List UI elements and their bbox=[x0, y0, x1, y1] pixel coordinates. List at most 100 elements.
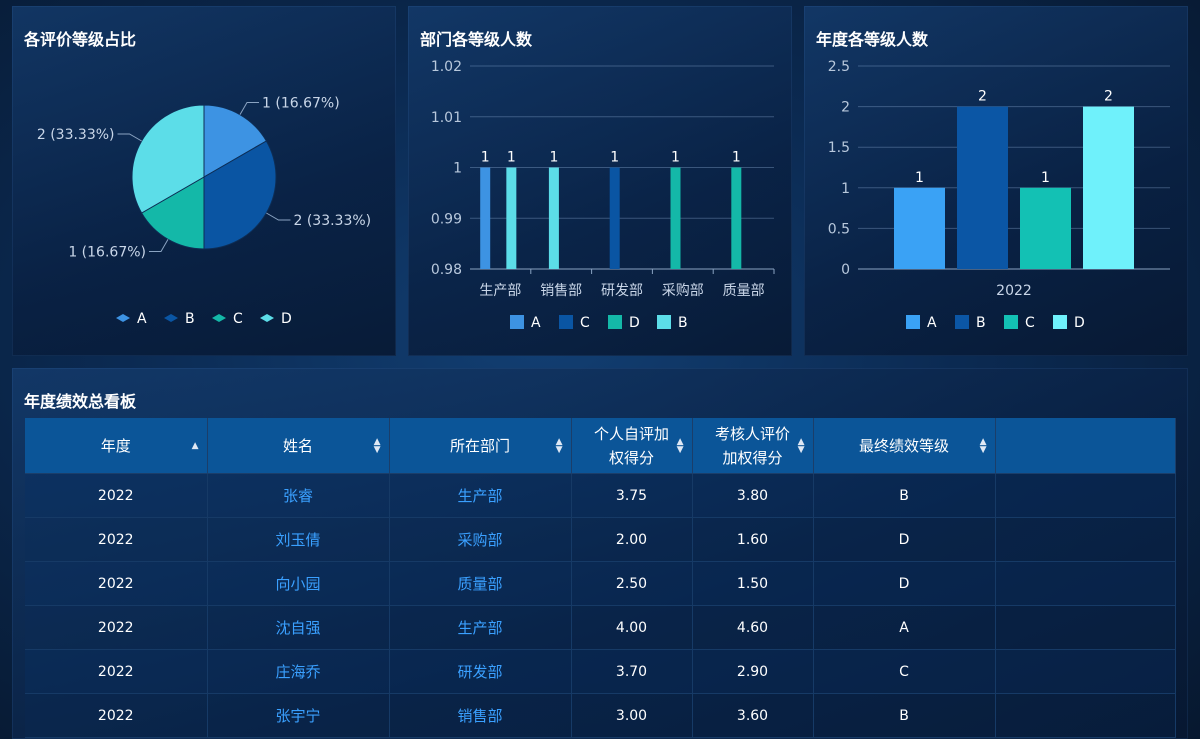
y-tick-label: 0.98 bbox=[431, 262, 462, 278]
cell-self-score: 3.00 bbox=[571, 693, 693, 738]
cell-name-link[interactable]: 沈自强 bbox=[207, 605, 390, 650]
cell-empty bbox=[995, 517, 1176, 562]
legend-marker-icon bbox=[1053, 315, 1067, 329]
cell-self-score: 3.75 bbox=[571, 473, 693, 518]
cell-empty bbox=[995, 473, 1176, 518]
legend-marker-icon bbox=[608, 315, 622, 329]
legend-label: D bbox=[629, 315, 640, 331]
bar-D bbox=[731, 167, 742, 269]
legend-marker-icon bbox=[116, 314, 130, 322]
column-header-dept[interactable]: 所在部门 ▲ ▼ bbox=[389, 418, 572, 474]
bar-data-label: 1 bbox=[1041, 170, 1050, 186]
legend-label: A bbox=[531, 315, 541, 331]
cell-review-score: 3.80 bbox=[692, 473, 814, 518]
column-header-review-score[interactable]: 考核人评价加权得分 ▲ ▼ bbox=[692, 418, 814, 474]
year-grade-panel: 年度各等级人数 0 0.5 1 1.5 2 2.5 2022 1 2 1 2 A B C D bbox=[804, 6, 1188, 356]
x-tick-label: 2022 bbox=[996, 283, 1032, 299]
bar-C bbox=[1020, 187, 1071, 269]
dept-grade-panel: 部门各等级人数 0.98 0.99 1 1.01 1.02 生产部 1 1 销售部 1 研发部 1 采购… bbox=[408, 6, 792, 356]
cell-dept-link[interactable]: 研发部 bbox=[389, 649, 572, 694]
cell-empty bbox=[995, 693, 1176, 738]
sort-ascending-icon[interactable]: ▲ bbox=[191, 440, 199, 451]
dept-grade-title: 部门各等级人数 bbox=[420, 30, 533, 49]
sort-icon[interactable]: ▲ ▼ bbox=[373, 436, 381, 455]
legend-label: D bbox=[281, 311, 292, 327]
column-header-label: 个人自评加权得分 bbox=[593, 424, 669, 467]
cell-grade: D bbox=[813, 561, 996, 606]
bar-D bbox=[1083, 106, 1134, 269]
y-tick-label: 2.5 bbox=[828, 59, 850, 75]
cell-dept-link[interactable]: 质量部 bbox=[389, 561, 572, 606]
cell-name-link[interactable]: 向小园 bbox=[207, 561, 390, 606]
cell-year: 2022 bbox=[25, 693, 208, 738]
pie-data-label: 1 (16.67%) bbox=[68, 244, 146, 260]
pie-label-leader bbox=[239, 102, 259, 115]
y-tick-label: 1.01 bbox=[431, 110, 462, 126]
cell-name-link[interactable]: 张睿 bbox=[207, 473, 390, 518]
legend-marker-icon bbox=[510, 315, 524, 329]
bar-D bbox=[670, 167, 681, 269]
y-tick-label: 2 bbox=[841, 100, 850, 116]
cell-self-score: 3.70 bbox=[571, 649, 693, 694]
cell-dept-link[interactable]: 销售部 bbox=[389, 693, 572, 738]
cell-review-score: 3.60 bbox=[692, 693, 814, 738]
column-header-label: 姓名 bbox=[282, 436, 313, 455]
year-grade-title: 年度各等级人数 bbox=[816, 30, 929, 49]
cell-dept-link[interactable]: 生产部 bbox=[389, 605, 572, 650]
pie-data-label: 2 (33.33%) bbox=[37, 127, 115, 143]
cell-grade: B bbox=[813, 693, 996, 738]
bar-B bbox=[506, 167, 517, 269]
legend-label: C bbox=[1025, 315, 1035, 331]
cell-review-score: 2.90 bbox=[692, 649, 814, 694]
x-tick-label: 销售部 bbox=[540, 283, 582, 299]
legend-label: B bbox=[976, 315, 986, 331]
table-row: 2022 向小园 质量部 2.50 1.50 D bbox=[25, 561, 1176, 606]
pie-data-label: 1 (16.67%) bbox=[262, 96, 340, 112]
cell-dept-link[interactable]: 生产部 bbox=[389, 473, 572, 518]
cell-name-link[interactable]: 张宇宁 bbox=[207, 693, 390, 738]
table-row: 2022 刘玉倩 采购部 2.00 1.60 D bbox=[25, 517, 1176, 562]
sort-icon[interactable]: ▲ ▼ bbox=[555, 436, 563, 455]
legend-label: C bbox=[580, 315, 590, 331]
legend-label: C bbox=[233, 311, 243, 327]
grade-share-pie-chart: 1 (16.67%) 2 (33.33%) 1 (16.67%) 2 (33.33%)… bbox=[37, 96, 371, 327]
legend-marker-icon bbox=[1004, 315, 1018, 329]
cell-name-link[interactable]: 庄海乔 bbox=[207, 649, 390, 694]
y-tick-label: 1 bbox=[453, 161, 462, 177]
column-header-year[interactable]: 年度 ▲ bbox=[25, 418, 208, 474]
bar-B bbox=[548, 167, 559, 269]
legend-marker-icon bbox=[906, 315, 920, 329]
grade-share-panel: 各评价等级占比 1 (16.67%) 2 (33.33%) 1 (16.67%) 2 … bbox=[12, 6, 396, 356]
bar-data-label: 1 bbox=[732, 150, 741, 166]
x-tick-label: 研发部 bbox=[601, 283, 643, 299]
cell-grade: C bbox=[813, 649, 996, 694]
sort-icon[interactable]: ▲ ▼ bbox=[797, 436, 805, 455]
column-header-self-score[interactable]: 个人自评加权得分 ▲ ▼ bbox=[571, 418, 693, 474]
column-header-final-grade[interactable]: 最终绩效等级 ▲ ▼ bbox=[813, 418, 996, 474]
sort-icon[interactable]: ▲ ▼ bbox=[979, 436, 987, 455]
cell-self-score: 2.00 bbox=[571, 517, 693, 562]
grade-share-title: 各评价等级占比 bbox=[24, 30, 137, 49]
column-header-label: 考核人评价加权得分 bbox=[714, 424, 790, 467]
sort-icon[interactable]: ▲ ▼ bbox=[676, 436, 684, 455]
pie-label-leader bbox=[266, 212, 291, 221]
column-header-label: 最终绩效等级 bbox=[858, 436, 949, 455]
y-tick-label: 0.5 bbox=[828, 221, 850, 237]
pie-slice-C bbox=[140, 176, 205, 250]
dept-grade-bar-chart: 0.98 0.99 1 1.01 1.02 生产部 1 1 销售部 1 研发部 1 采购部 1 质量部 1 A C… bbox=[431, 59, 775, 331]
cell-dept-link[interactable]: 采购部 bbox=[389, 517, 572, 562]
bar-data-label: 1 bbox=[481, 150, 490, 166]
bar-data-label: 1 bbox=[549, 150, 558, 166]
y-tick-label: 1.02 bbox=[431, 59, 462, 75]
column-header-name[interactable]: 姓名 ▲ ▼ bbox=[207, 418, 390, 474]
cell-grade: B bbox=[813, 473, 996, 518]
x-tick-label: 质量部 bbox=[723, 283, 765, 299]
legend-marker-icon bbox=[164, 314, 178, 322]
legend-label: A bbox=[927, 315, 937, 331]
cell-name-link[interactable]: 刘玉倩 bbox=[207, 517, 390, 562]
bar-A bbox=[894, 187, 945, 269]
cell-year: 2022 bbox=[25, 561, 208, 606]
pie-label-leader bbox=[149, 239, 169, 252]
column-header-label: 年度 bbox=[100, 436, 131, 455]
year-grade-bar-chart: 0 0.5 1 1.5 2 2.5 2022 1 2 1 2 A B C D bbox=[828, 59, 1170, 331]
